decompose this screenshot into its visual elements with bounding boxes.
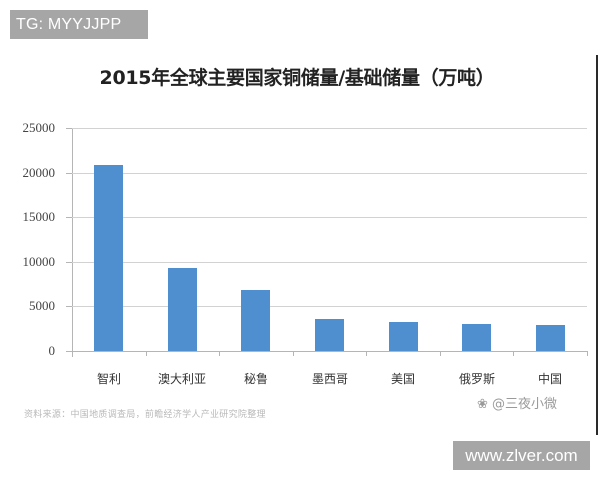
site-watermark-badge: www.zlver.com (453, 441, 590, 470)
bar-3 (315, 319, 344, 351)
bar-6 (536, 325, 565, 351)
gridline (72, 262, 587, 263)
tg-watermark-badge: TG: MYYJJPP (10, 10, 148, 39)
x-category-label: 俄罗斯 (458, 372, 495, 386)
author-watermark: ❀ @三夜小微 (477, 393, 557, 412)
y-tick-label: 10000 (22, 254, 56, 269)
x-category-label: 澳大利亚 (157, 372, 206, 386)
x-tick (293, 351, 294, 356)
gridline (72, 173, 587, 174)
x-tick (219, 351, 220, 356)
y-tick-label: 15000 (22, 209, 56, 224)
paw-icon: ❀ (477, 397, 493, 412)
x-tick (146, 351, 147, 356)
gridline (72, 306, 587, 307)
y-axis (72, 128, 73, 357)
gridline (72, 217, 587, 218)
gridline (72, 128, 587, 129)
bar-5 (462, 324, 491, 351)
x-category-label: 秘鲁 (243, 372, 268, 386)
y-tick (66, 262, 72, 263)
bar-4 (389, 322, 418, 351)
chart-title: 2015年全球主要国家铜储量/基础储量（万吨） (99, 67, 495, 89)
y-tick (66, 173, 72, 174)
x-category-label: 中国 (537, 372, 562, 386)
bar-2 (241, 290, 270, 351)
x-category-label: 智利 (96, 372, 121, 386)
x-category-label: 美国 (390, 372, 415, 386)
y-tick (66, 217, 72, 218)
y-tick-label: 0 (48, 343, 56, 358)
x-tick (72, 351, 73, 356)
y-tick-label: 20000 (22, 165, 56, 180)
y-tick (66, 128, 72, 129)
x-tick (587, 351, 588, 356)
y-tick (66, 351, 72, 352)
x-category-label: 墨西哥 (311, 372, 348, 386)
watermark-text: @三夜小微 (492, 397, 558, 412)
x-axis (72, 351, 587, 352)
source-note: 资料来源：中国地质调查局，前瞻经济学人产业研究院整理 (24, 410, 266, 420)
x-tick (440, 351, 441, 356)
y-tick-label: 25000 (22, 120, 56, 135)
y-tick (66, 306, 72, 307)
x-tick (513, 351, 514, 356)
y-tick-label: 5000 (29, 298, 55, 313)
right-border-line (596, 55, 598, 435)
bar-0 (94, 165, 123, 351)
bar-1 (168, 268, 197, 351)
x-tick (366, 351, 367, 356)
